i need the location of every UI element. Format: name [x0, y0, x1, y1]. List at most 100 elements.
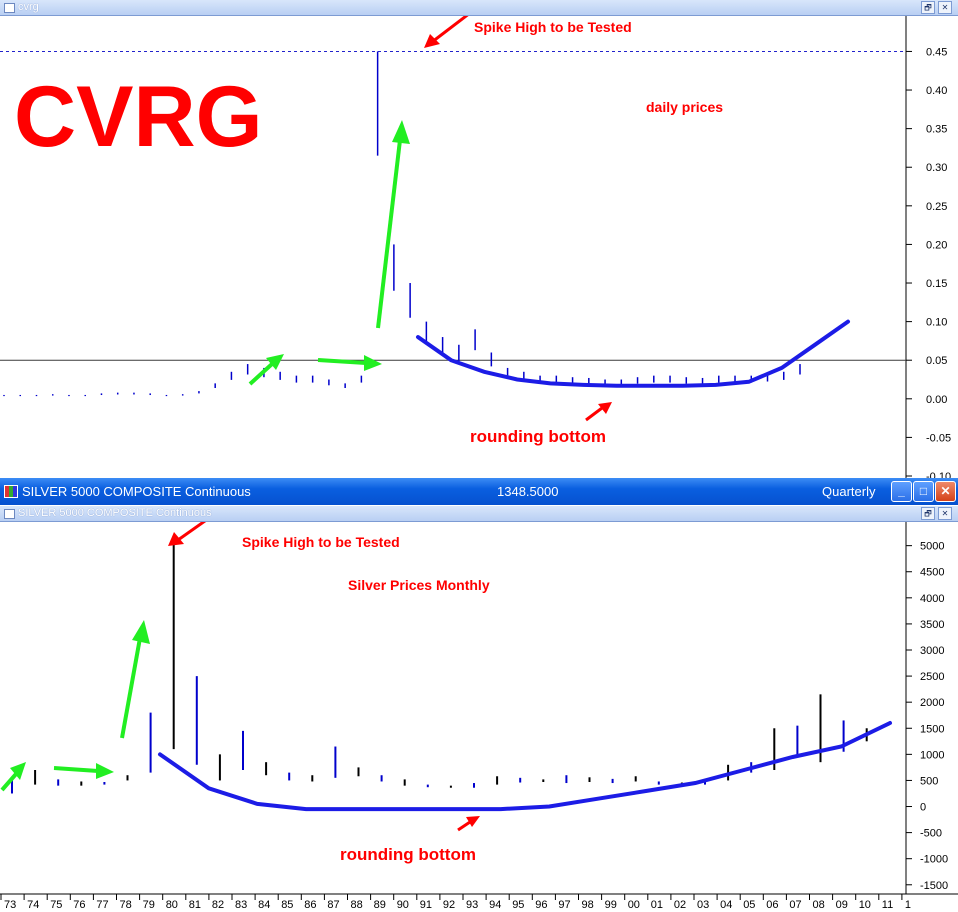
close-button[interactable]: ✕ — [938, 1, 952, 14]
y-tick-label: 4000 — [920, 593, 944, 605]
chart-window-icon — [4, 485, 18, 498]
x-tick-label: 95 — [512, 899, 524, 911]
main-window-title: SILVER 5000 COMPOSITE Continuous — [22, 484, 251, 499]
y-tick-label: 0.10 — [926, 317, 947, 329]
x-tick-label: 76 — [73, 899, 85, 911]
window-icon — [4, 3, 15, 13]
x-tick-label: 06 — [766, 899, 778, 911]
y-tick-label: 1000 — [920, 749, 944, 761]
x-tick-label: 10 — [859, 899, 871, 911]
red-arrow-icon — [585, 402, 612, 422]
x-tick-label: 08 — [813, 899, 825, 911]
y-tick-label: 3500 — [920, 619, 944, 631]
x-tick-label: 02 — [674, 899, 686, 911]
silver-chart: -1500-1000-50005001000150020002500300035… — [0, 522, 958, 912]
maximize-button[interactable]: □ — [913, 481, 934, 502]
y-tick-label: 0.00 — [926, 394, 947, 406]
main-window-titlebar: SILVER 5000 COMPOSITE Continuous 1348.50… — [0, 478, 958, 505]
cvrg-window-titlebar: cvrg 🗗 ✕ — [0, 0, 958, 16]
y-tick-label: 5000 — [920, 541, 944, 553]
x-axis-ticks: 73 74 75 76 77 78 79 80 81 82 83 84 85 86 87 88 89 90 91 92… — [0, 894, 911, 911]
x-tick-label: 80 — [166, 899, 178, 911]
x-tick-label: 74 — [27, 899, 39, 911]
restore-button[interactable]: 🗗 — [921, 1, 935, 14]
spike-high-annotation: Spike High to be Tested — [242, 534, 400, 550]
chart-title: CVRG — [14, 69, 262, 165]
green-arrow-icon — [248, 354, 284, 386]
cvrg-chart: -0.10 -0.05 0.00 0.05 0.10 0.15 0.20 0.25 0.30 0.… — [0, 16, 958, 478]
x-tick-label: 84 — [258, 899, 270, 911]
y-tick-label: -1500 — [920, 880, 948, 892]
spike-high-annotation: Spike High to be Tested — [474, 19, 632, 35]
current-price: 1348.5000 — [497, 484, 559, 499]
y-tick-label: 0.35 — [926, 124, 947, 136]
y-tick-label: -0.05 — [926, 432, 951, 444]
close-button[interactable]: ✕ — [938, 507, 952, 520]
x-tick-label: 79 — [143, 899, 155, 911]
green-arrow-icon — [53, 763, 114, 779]
x-tick-label: 77 — [96, 899, 108, 911]
close-button[interactable]: ✕ — [935, 481, 956, 502]
x-tick-label: 73 — [4, 899, 16, 911]
x-tick-label: 00 — [628, 899, 640, 911]
x-tick-label: 86 — [304, 899, 316, 911]
restore-button[interactable]: 🗗 — [921, 507, 935, 520]
x-tick-label: 87 — [327, 899, 339, 911]
green-arrow-icon — [317, 355, 382, 371]
x-tick-label: 82 — [212, 899, 224, 911]
x-tick-label: 94 — [489, 899, 501, 911]
rounding-bottom-curve — [416, 319, 850, 388]
y-tick-label: 0.15 — [926, 278, 947, 290]
x-tick-label: 75 — [50, 899, 62, 911]
rounding-bottom-annotation: rounding bottom — [340, 845, 476, 864]
y-tick-label: -0.10 — [926, 471, 951, 478]
y-axis-ticks: -0.10 -0.05 0.00 0.05 0.10 0.15 0.20 0.25 0.30 0.… — [906, 46, 951, 478]
x-tick-label: 85 — [281, 899, 293, 911]
red-arrow-icon — [424, 16, 469, 48]
y-tick-label: 3000 — [920, 645, 944, 657]
y-tick-label: 0.30 — [926, 162, 947, 174]
y-tick-label: -500 — [920, 828, 942, 840]
y-tick-label: 0.40 — [926, 85, 947, 97]
x-tick-label: 07 — [789, 899, 801, 911]
x-tick-label: 83 — [235, 899, 247, 911]
red-arrow-icon — [457, 816, 480, 832]
y-tick-label: 500 — [920, 775, 938, 787]
y-tick-label: 2000 — [920, 697, 944, 709]
chart-title: Silver Prices Monthly — [348, 577, 490, 593]
x-tick-label: 99 — [605, 899, 617, 911]
x-tick-label: 11 — [882, 899, 893, 911]
x-tick-label: 81 — [189, 899, 201, 911]
x-tick-label: 90 — [397, 899, 409, 911]
green-arrow-icon — [376, 120, 410, 329]
period-selector[interactable]: Quarterly — [822, 484, 876, 499]
minimize-button[interactable]: _ — [891, 481, 912, 502]
cvrg-window-title: cvrg — [18, 1, 39, 13]
rounding-bottom-curve — [158, 721, 892, 812]
x-tick-label: 1 — [905, 899, 911, 911]
y-tick-label: -1000 — [920, 854, 948, 866]
y-tick-label: 0.45 — [926, 46, 947, 58]
x-tick-label: 89 — [374, 899, 386, 911]
x-tick-label: 01 — [651, 899, 663, 911]
x-tick-label: 88 — [351, 899, 363, 911]
x-tick-label: 97 — [558, 899, 570, 911]
rounding-bottom-annotation: rounding bottom — [470, 427, 606, 446]
x-tick-label: 98 — [582, 899, 594, 911]
x-tick-label: 05 — [743, 899, 755, 911]
price-bars — [11, 543, 868, 794]
y-tick-label: 1500 — [920, 723, 944, 735]
y-tick-label: 4500 — [920, 567, 944, 579]
plot-background — [0, 16, 958, 478]
y-tick-label: 0.05 — [926, 355, 947, 367]
plot-background — [0, 522, 958, 912]
red-arrow-icon — [168, 522, 207, 546]
x-tick-label: 03 — [697, 899, 709, 911]
y-tick-label: 2500 — [920, 671, 944, 683]
y-axis-ticks: -1500 -1000 -500 0 500 1000 1500 2000 2500 3000 35… — [906, 541, 948, 892]
chart-subtitle: daily prices — [646, 99, 723, 115]
x-tick-label: 92 — [443, 899, 455, 911]
silver-window-titlebar: SILVER 5000 COMPOSITE Continuous 🗗 ✕ — [0, 506, 958, 522]
window-icon — [4, 509, 15, 519]
x-tick-label: 93 — [466, 899, 478, 911]
